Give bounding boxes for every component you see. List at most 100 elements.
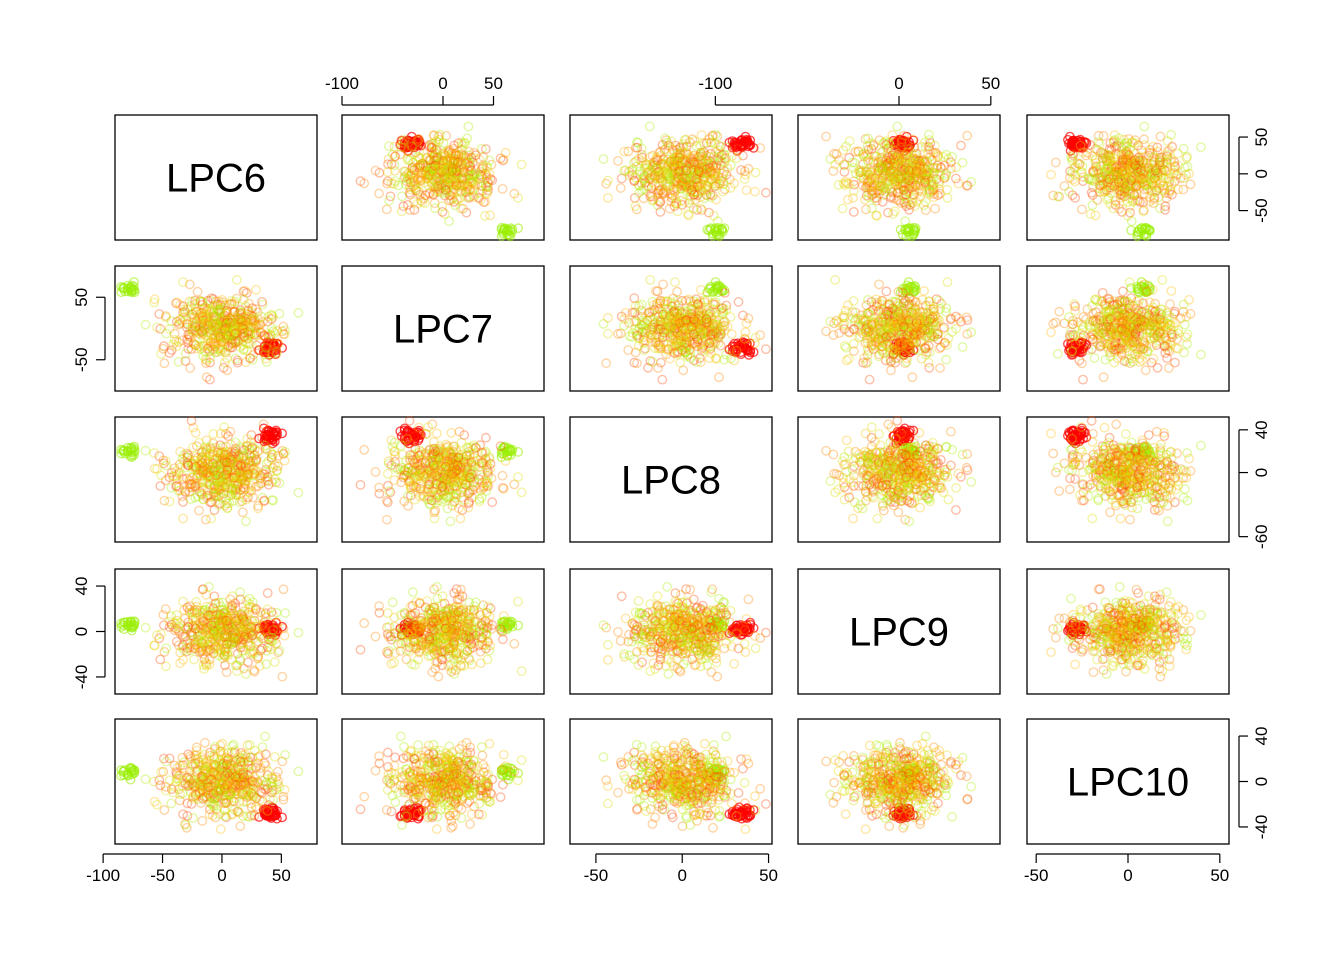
data-point [401, 179, 411, 190]
data-point [632, 137, 643, 148]
data-point [396, 135, 407, 146]
data-point [433, 185, 443, 196]
data-point [440, 187, 451, 197]
data-point [438, 158, 449, 169]
data-point [415, 175, 426, 186]
data-point [444, 195, 454, 206]
data-point [384, 195, 395, 206]
data-point [448, 158, 459, 169]
data-point [423, 172, 433, 183]
data-point [386, 159, 397, 170]
data-point [650, 179, 660, 190]
data-point [455, 162, 466, 173]
data-point [440, 174, 451, 185]
data-point [406, 168, 417, 179]
data-point [463, 150, 474, 161]
data-point [434, 172, 444, 183]
data-point [381, 204, 392, 215]
data-point [513, 192, 523, 203]
data-point [459, 178, 469, 189]
data-point [414, 175, 425, 186]
data-point [455, 156, 466, 167]
data-point [424, 155, 435, 165]
data-point [438, 155, 449, 166]
data-point [438, 178, 449, 189]
data-point [650, 172, 660, 183]
data-point [475, 194, 486, 205]
data-point [458, 173, 469, 184]
panel-LPC6-vs-LPC8 [569, 114, 773, 242]
data-point [406, 170, 416, 181]
data-point [426, 142, 437, 153]
data-point [390, 151, 400, 162]
data-point [440, 158, 451, 169]
data-point [429, 198, 440, 209]
data-point [427, 138, 438, 149]
data-point [441, 168, 452, 179]
data-point [464, 161, 475, 172]
data-point [441, 163, 452, 174]
data-point [466, 152, 477, 163]
data-point [448, 143, 459, 154]
data-point [680, 163, 691, 174]
data-point [719, 157, 730, 168]
data-point [381, 178, 392, 189]
data-point [448, 174, 459, 185]
data-point [652, 152, 662, 163]
data-point [446, 190, 456, 201]
data-point [636, 143, 647, 154]
data-point [685, 172, 696, 183]
data-point [432, 181, 443, 192]
data-point [420, 162, 431, 173]
data-point [429, 175, 440, 186]
data-point [649, 160, 659, 171]
data-point [404, 174, 415, 185]
data-point [452, 157, 463, 168]
data-point [440, 147, 450, 158]
data-point [469, 169, 480, 180]
data-point [359, 178, 370, 189]
data-point [430, 171, 441, 182]
data-point [424, 170, 434, 181]
data-point [430, 160, 441, 171]
data-point [405, 170, 416, 181]
data-point [667, 166, 678, 177]
data-point [402, 199, 413, 210]
data-point [468, 152, 479, 163]
data-point [484, 168, 495, 179]
data-point [470, 168, 481, 179]
data-point [422, 169, 433, 180]
data-point [485, 174, 496, 185]
data-point [445, 156, 456, 167]
data-point [463, 170, 474, 181]
diagonal-label-LPC7: LPC7 [393, 308, 493, 352]
data-point [504, 230, 515, 240]
data-point [428, 151, 439, 161]
data-point [669, 175, 680, 186]
data-point [414, 186, 424, 197]
data-point [433, 164, 444, 175]
data-point [445, 172, 456, 183]
data-point [452, 168, 463, 179]
data-point [447, 162, 457, 173]
data-point [654, 147, 664, 158]
data-point [436, 182, 447, 193]
data-point [655, 173, 666, 184]
data-point [438, 137, 449, 148]
data-point [652, 154, 662, 165]
data-point [400, 167, 411, 177]
data-point [432, 151, 443, 162]
data-point [415, 153, 425, 164]
data-point [429, 151, 439, 162]
data-point [487, 175, 498, 186]
data-point [446, 186, 457, 197]
data-point [441, 151, 452, 161]
data-point [441, 130, 452, 141]
data-point [414, 162, 425, 173]
data-point [449, 156, 460, 167]
data-point [422, 153, 432, 163]
data-point [717, 223, 727, 234]
data-point [439, 150, 450, 161]
data-point [435, 186, 446, 197]
